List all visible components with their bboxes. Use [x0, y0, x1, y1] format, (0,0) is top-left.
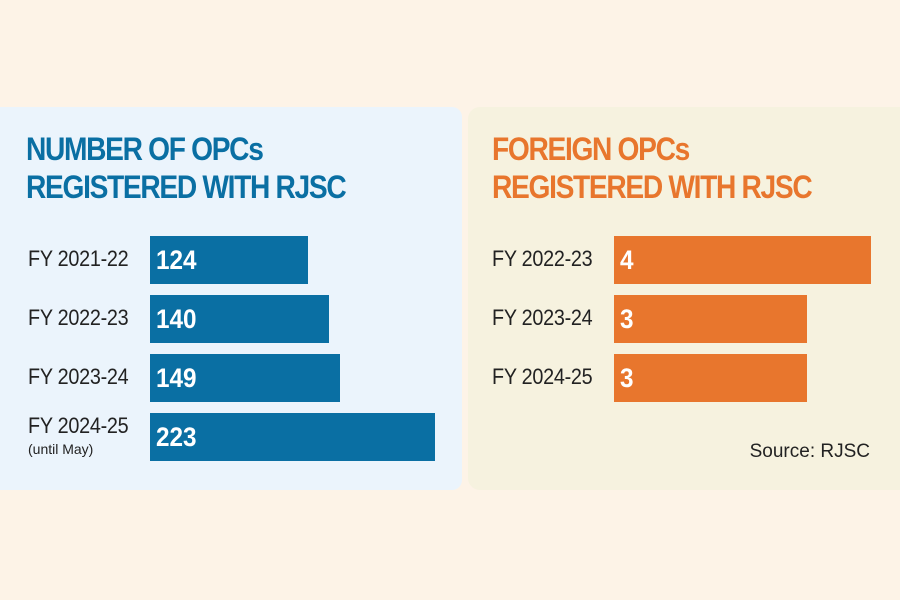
- bar: [614, 236, 871, 284]
- value-label: 3: [620, 304, 634, 334]
- bar: [150, 295, 329, 343]
- bar: [150, 413, 435, 461]
- value-label: 223: [156, 422, 197, 452]
- chart-title: NUMBER OF OPCs REGISTERED WITH RJSC: [26, 131, 347, 205]
- value-label: 3: [620, 363, 634, 393]
- value-label: 4: [620, 245, 634, 275]
- bar: [614, 295, 807, 343]
- category-label: FY 2023-24: [28, 364, 129, 389]
- source-note: Source: RJSC: [749, 441, 870, 462]
- category-label: FY 2021-22: [28, 246, 129, 271]
- category-label: FY 2024-25: [28, 413, 129, 438]
- category-label: FY 2022-23: [492, 246, 593, 271]
- category-label: FY 2024-25: [492, 364, 593, 389]
- category-note: (until May): [28, 441, 94, 457]
- category-label: FY 2023-24: [492, 305, 593, 330]
- category-label: FY 2022-23: [28, 305, 129, 330]
- bar: [150, 354, 341, 402]
- value-label: 124: [156, 245, 197, 275]
- value-label: 149: [156, 363, 197, 393]
- chart-title: FOREIGN OPCs REGISTERED WITH RJSC: [492, 131, 813, 205]
- value-label: 140: [156, 304, 197, 334]
- bar: [614, 354, 807, 402]
- bar: [150, 236, 309, 284]
